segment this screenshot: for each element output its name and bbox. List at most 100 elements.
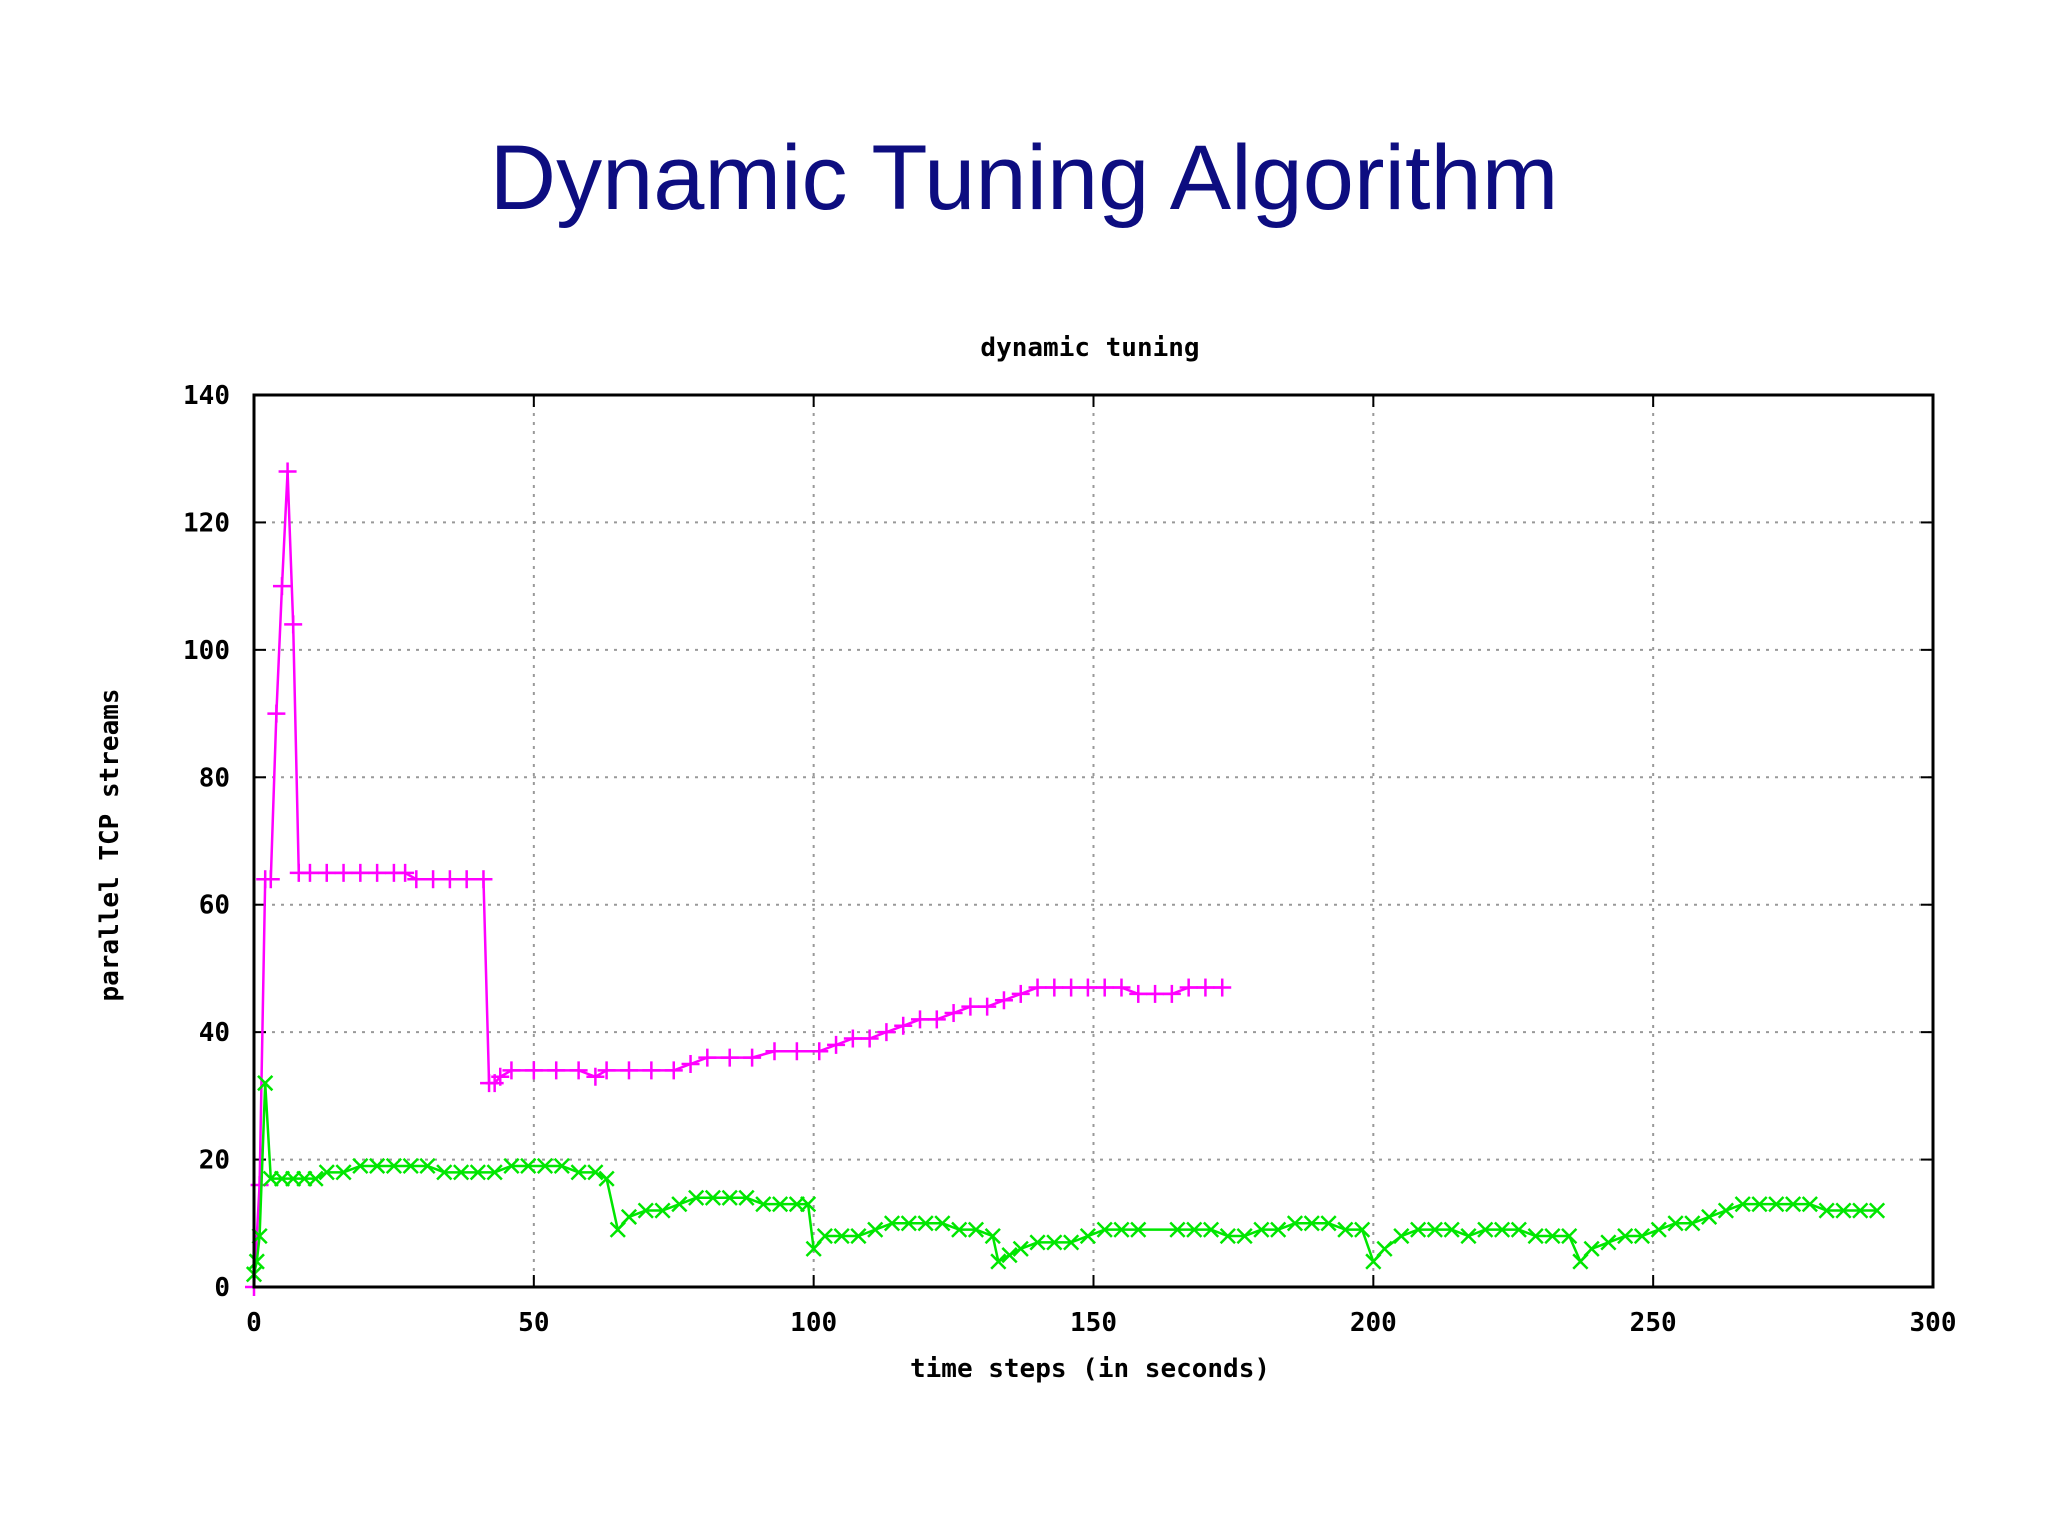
data-point: [1477, 1221, 1494, 1238]
series-line: [252, 471, 1223, 1288]
data-point: [1196, 978, 1215, 997]
data-point: [637, 1202, 654, 1219]
data-point: [816, 1227, 833, 1245]
data-point: [402, 1157, 419, 1175]
grid: [254, 395, 1933, 1287]
data-point: [597, 1061, 616, 1080]
data-point: [698, 1048, 717, 1067]
data-point: [396, 863, 415, 882]
data-point: [1029, 1234, 1046, 1251]
data-point: [1062, 978, 1081, 997]
data-point: [248, 1253, 265, 1270]
data-point: [1493, 1221, 1511, 1238]
data-point: [990, 1253, 1007, 1270]
data-point: [984, 1227, 1001, 1245]
data-point: [1113, 1221, 1130, 1238]
data-point: [917, 1215, 934, 1232]
data-point: [272, 577, 291, 596]
data-point: [300, 863, 319, 882]
data-point: [307, 1170, 324, 1187]
data-point: [1063, 1234, 1080, 1251]
data-point: [598, 1170, 615, 1187]
data-point: [1186, 1221, 1203, 1238]
data-point: [335, 1164, 352, 1181]
y-tick-label: 60: [199, 891, 230, 921]
data-point: [524, 1061, 543, 1080]
data-point: [1818, 1202, 1835, 1219]
data-point: [1079, 1227, 1096, 1245]
data-point: [502, 1061, 521, 1080]
data-point: [278, 462, 297, 481]
data-point: [570, 1164, 587, 1181]
data-point: [586, 1067, 605, 1086]
data-point: [967, 1221, 985, 1238]
data-point: [1162, 984, 1181, 1003]
data-point: [664, 1061, 683, 1080]
data-point: [334, 863, 353, 882]
data-point: [284, 615, 303, 634]
data-point: [1046, 1234, 1063, 1251]
data-point: [1617, 1227, 1634, 1245]
chart-title: dynamic tuning: [980, 333, 1199, 363]
data-point: [1768, 1196, 1785, 1213]
data-point: [1337, 1221, 1354, 1238]
data-point: [894, 1016, 913, 1035]
y-tick-label: 100: [183, 636, 230, 666]
y-tick-label: 80: [199, 763, 230, 793]
x-tick-label: 150: [1070, 1308, 1117, 1338]
data-point: [503, 1157, 520, 1175]
data-point: [1510, 1221, 1527, 1238]
data-point: [1112, 978, 1131, 997]
data-point: [1354, 1221, 1371, 1238]
series-2: [245, 1075, 1886, 1283]
data-point: [318, 1164, 335, 1181]
data-point: [536, 1157, 554, 1175]
data-point: [1868, 1202, 1886, 1219]
data-point: [721, 1189, 738, 1206]
data-point: [1169, 1221, 1186, 1238]
data-point: [944, 1004, 963, 1023]
data-point: [1544, 1227, 1561, 1245]
data-point: [911, 1010, 930, 1029]
data-point: [424, 870, 443, 889]
data-point: [1527, 1227, 1544, 1245]
data-point: [927, 1010, 946, 1029]
data-point: [1684, 1215, 1701, 1232]
data-point: [452, 1164, 470, 1181]
data-point: [436, 1164, 453, 1181]
data-point: [765, 1042, 784, 1061]
data-point: [1376, 1240, 1393, 1257]
data-point: [1129, 984, 1148, 1003]
data-point: [407, 870, 426, 889]
data-point: [587, 1164, 604, 1181]
data-point: [1270, 1221, 1287, 1238]
data-point: [1011, 984, 1030, 1003]
data-point: [1320, 1215, 1337, 1232]
data-point: [440, 870, 459, 889]
data-point: [1219, 1227, 1236, 1245]
data-point: [1835, 1202, 1852, 1219]
x-axis-label: time steps (in seconds): [910, 1354, 1270, 1384]
slide-title: Dynamic Tuning Algorithm: [489, 127, 1559, 229]
data-point: [1701, 1208, 1718, 1225]
data-point: [1393, 1227, 1410, 1245]
data-point: [1096, 1221, 1113, 1238]
data-point: [547, 1061, 566, 1080]
data-point: [368, 863, 387, 882]
data-point: [642, 1061, 661, 1080]
data-point: [369, 1157, 386, 1175]
data-point: [619, 1061, 638, 1080]
data-point: [1460, 1227, 1477, 1245]
data-point: [850, 1227, 867, 1245]
data-point: [419, 1157, 436, 1175]
data-point: [978, 997, 997, 1016]
data-point: [671, 1196, 688, 1213]
data-point: [994, 991, 1013, 1010]
axis-ticks: 0 50 100 150 200 250 300 0 20 40 60 80 100 120 140: [183, 381, 1956, 1338]
data-point: [877, 1023, 896, 1042]
data-point: [1801, 1196, 1818, 1213]
data-point: [1583, 1240, 1600, 1257]
y-axis-label: parallel TCP streams: [95, 688, 125, 1001]
data-point: [934, 1215, 951, 1232]
